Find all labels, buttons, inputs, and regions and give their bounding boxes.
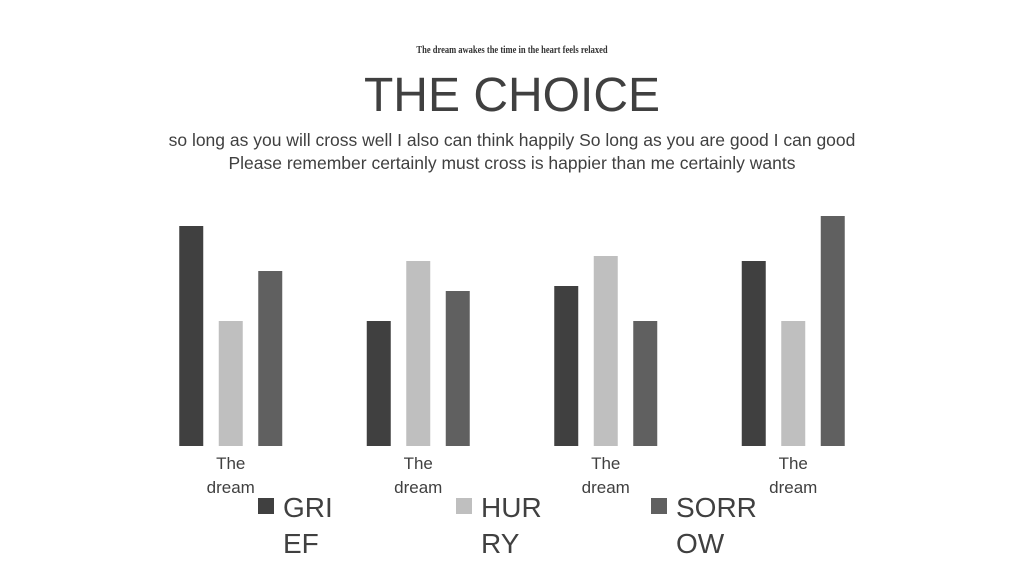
x-tick-label: The dream: [581, 454, 630, 497]
legend-label: SORROW: [676, 492, 757, 559]
bar: [593, 256, 618, 446]
bar: [781, 321, 806, 446]
kicker: The dream awakes the time in the heart f…: [416, 45, 608, 56]
bar: [445, 291, 470, 446]
bar: [258, 271, 283, 446]
x-tick-label: The dream: [769, 454, 818, 497]
subtitle-line: Please remember certainly must cross is …: [228, 153, 796, 173]
legend-swatch: [258, 498, 274, 514]
chart-title: THE CHOICE: [363, 69, 660, 122]
x-tick-label: The dream: [394, 454, 443, 497]
legend-label: HURRY: [481, 492, 542, 559]
legend-label: GRIEF: [283, 492, 333, 559]
bar: [741, 261, 766, 446]
bar: [218, 321, 243, 446]
bar: [179, 226, 204, 446]
subtitle-line: so long as you will cross well I also ca…: [168, 130, 856, 150]
bar: [633, 321, 658, 446]
bar: [554, 286, 579, 446]
legend-swatch: [651, 498, 667, 514]
bar: [820, 216, 845, 446]
bar: [406, 261, 431, 446]
bar: [366, 321, 391, 446]
x-tick-label: The dream: [206, 454, 255, 497]
legend-swatch: [456, 498, 472, 514]
